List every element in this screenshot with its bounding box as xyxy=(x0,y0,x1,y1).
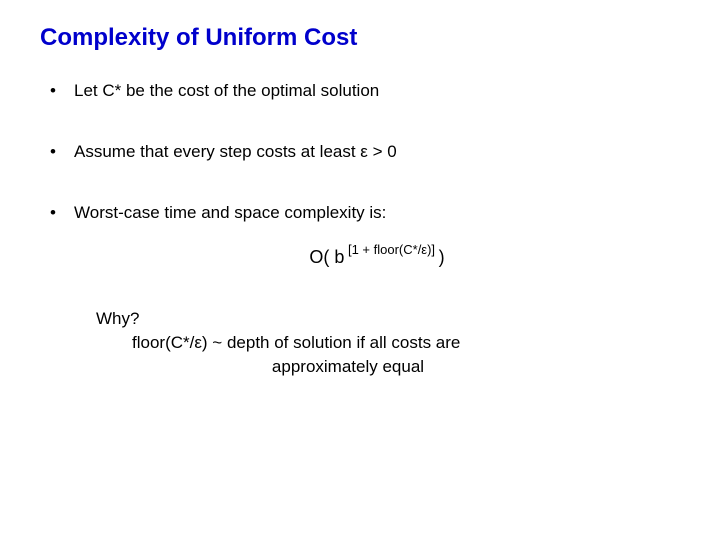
formula-lead: O( b xyxy=(309,247,344,267)
complexity-formula: O( b [1 + floor(C*/ε)] ) xyxy=(74,243,680,269)
bullet-item-1: Let C* be the cost of the optimal soluti… xyxy=(50,80,680,103)
slide-title: Complexity of Uniform Cost xyxy=(40,24,680,52)
bullet-item-3: Worst-case time and space complexity is:… xyxy=(50,202,680,269)
bullet-list: Let C* be the cost of the optimal soluti… xyxy=(40,80,680,269)
formula-exponent: [1 + floor(C*/ε)] xyxy=(344,242,438,257)
why-line-1: Why? xyxy=(96,307,680,331)
formula-tail: ) xyxy=(439,247,445,267)
why-line-2: floor(C*/ε) ~ depth of solution if all c… xyxy=(96,331,680,355)
bullet-3-text: Worst-case time and space complexity is: xyxy=(74,203,386,222)
bullet-item-2: Assume that every step costs at least ε … xyxy=(50,141,680,164)
why-block: Why? floor(C*/ε) ~ depth of solution if … xyxy=(96,307,680,378)
why-line-3: approximately equal xyxy=(96,355,680,379)
slide: Complexity of Uniform Cost Let C* be the… xyxy=(0,0,720,540)
